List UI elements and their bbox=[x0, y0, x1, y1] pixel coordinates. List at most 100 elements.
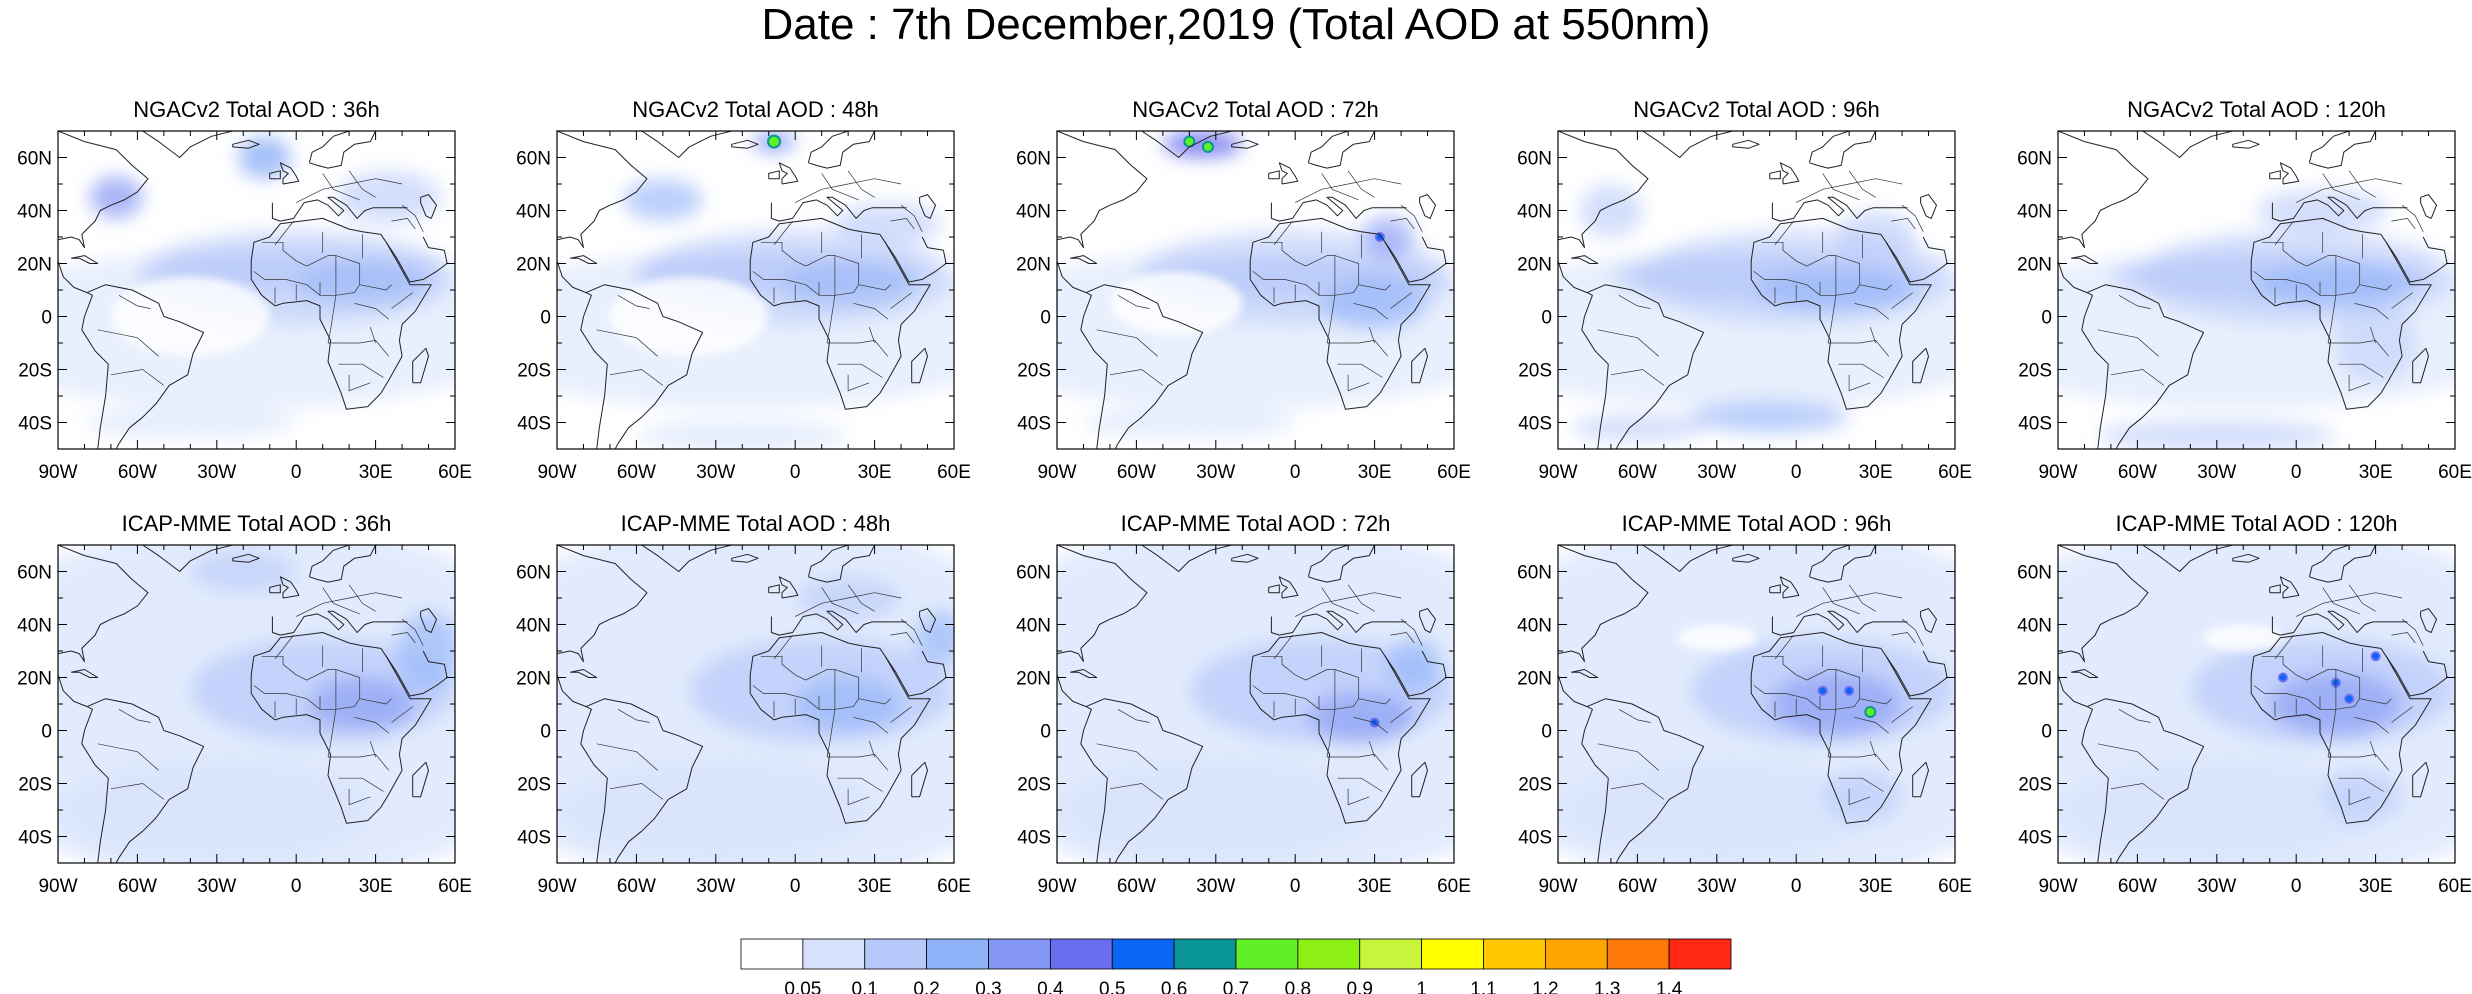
lat-tick-label: 60N bbox=[516, 563, 551, 584]
country-borders bbox=[1096, 584, 1423, 806]
map-panel: ICAP-MME Total AOD : 48h 90W 60W 30W 0 30E 60E… bbox=[516, 511, 971, 897]
country-borders bbox=[97, 170, 424, 392]
lon-tick-label: 0 bbox=[291, 876, 302, 897]
lon-tick-label: 90W bbox=[537, 462, 576, 483]
lat-tick-label: 60N bbox=[516, 149, 551, 170]
lon-tick-label: 30W bbox=[696, 876, 735, 897]
lon-tick-label: 60E bbox=[1437, 462, 1471, 483]
colorbar-swatch bbox=[864, 938, 928, 970]
panel-title: ICAP-MME Total AOD : 72h bbox=[1121, 511, 1391, 536]
aod-field bbox=[1057, 131, 1454, 449]
lat-tick-label: 20N bbox=[17, 669, 52, 690]
lon-tick-label: 0 bbox=[291, 462, 302, 483]
lat-tick-label: 20S bbox=[517, 775, 551, 796]
lon-tick-label: 30W bbox=[1196, 876, 1235, 897]
lon-tick-label: 0 bbox=[1290, 462, 1301, 483]
colorbar-swatch bbox=[1668, 938, 1732, 970]
lon-tick-label: 60W bbox=[2118, 462, 2157, 483]
colorbar-swatch bbox=[1606, 938, 1670, 970]
country-borders bbox=[596, 170, 923, 392]
aod-field bbox=[557, 545, 954, 863]
aod-field bbox=[1558, 545, 1955, 863]
colorbar-swatch bbox=[1421, 938, 1484, 970]
coastlines bbox=[557, 545, 947, 863]
lat-tick-label: 20S bbox=[1518, 361, 1552, 382]
axis-ticks bbox=[556, 130, 955, 450]
lon-tick-label: 0 bbox=[790, 462, 801, 483]
lon-tick-label: 30W bbox=[2197, 462, 2236, 483]
country-borders bbox=[1597, 584, 1924, 806]
coastlines bbox=[1558, 545, 1948, 863]
lat-tick-label: 20N bbox=[17, 255, 52, 276]
lon-tick-label: 60W bbox=[1117, 876, 1156, 897]
colorbar-label: 1.4 bbox=[1656, 979, 1683, 994]
colorbar-label: 0.05 bbox=[784, 979, 821, 994]
lat-tick-label: 20N bbox=[516, 669, 551, 690]
lon-tick-label: 0 bbox=[1791, 462, 1802, 483]
panel-title: NGACv2 Total AOD : 36h bbox=[133, 97, 380, 122]
map-panel: NGACv2 Total AOD : 72h 90W 60W 30W 0 30E 60E 60… bbox=[1016, 97, 1471, 483]
lon-tick-label: 0 bbox=[1290, 876, 1301, 897]
colorbar-swatch bbox=[740, 938, 804, 970]
lat-tick-label: 0 bbox=[1541, 722, 1552, 743]
lat-tick-label: 0 bbox=[41, 722, 52, 743]
lon-tick-label: 60W bbox=[118, 462, 157, 483]
lon-tick-label: 60E bbox=[438, 462, 472, 483]
country-borders bbox=[2097, 170, 2424, 392]
lat-tick-label: 0 bbox=[1040, 722, 1051, 743]
lat-tick-label: 60N bbox=[2017, 149, 2052, 170]
lat-tick-label: 40S bbox=[1017, 828, 1051, 849]
lat-tick-label: 20N bbox=[516, 255, 551, 276]
colorbar-swatch bbox=[1049, 938, 1113, 970]
lat-tick-label: 40N bbox=[2017, 616, 2052, 637]
lat-tick-label: 40N bbox=[1517, 616, 1552, 637]
lat-tick-label: 60N bbox=[17, 149, 52, 170]
aod-field bbox=[1558, 131, 1955, 449]
lon-tick-label: 0 bbox=[790, 876, 801, 897]
lat-tick-label: 0 bbox=[540, 308, 551, 329]
lon-tick-label: 0 bbox=[2291, 462, 2302, 483]
lon-tick-label: 60W bbox=[617, 462, 656, 483]
map-panel: NGACv2 Total AOD : 36h 90W 60W 30W 0 30E 60E 60… bbox=[17, 97, 472, 483]
coastlines bbox=[557, 131, 947, 449]
lat-tick-label: 40N bbox=[516, 202, 551, 223]
axis-ticks bbox=[1557, 130, 1956, 450]
lat-tick-label: 0 bbox=[1541, 308, 1552, 329]
colorbar-label: 1.2 bbox=[1532, 979, 1558, 994]
aod-field bbox=[1057, 545, 1454, 863]
lat-tick-label: 20N bbox=[1517, 669, 1552, 690]
lon-tick-label: 30W bbox=[197, 462, 236, 483]
lon-tick-label: 60E bbox=[1437, 876, 1471, 897]
coastlines bbox=[2058, 545, 2448, 863]
colorbar-label: 1.3 bbox=[1594, 979, 1620, 994]
panel-title: NGACv2 Total AOD : 96h bbox=[1633, 97, 1880, 122]
aod-field bbox=[2058, 131, 2455, 449]
lat-tick-label: 40S bbox=[517, 828, 551, 849]
lat-tick-label: 40S bbox=[517, 414, 551, 435]
lon-tick-label: 30E bbox=[858, 462, 892, 483]
axis-ticks bbox=[2057, 544, 2456, 864]
axis-ticks bbox=[1557, 544, 1956, 864]
lon-tick-label: 30W bbox=[696, 462, 735, 483]
lat-tick-label: 40S bbox=[2018, 828, 2052, 849]
lat-tick-label: 0 bbox=[41, 308, 52, 329]
lat-tick-label: 40S bbox=[1518, 414, 1552, 435]
lat-tick-label: 60N bbox=[1016, 149, 1051, 170]
panel-title: ICAP-MME Total AOD : 120h bbox=[2115, 511, 2397, 536]
lat-tick-label: 0 bbox=[2041, 308, 2052, 329]
map-panel: NGACv2 Total AOD : 96h 90W 60W 30W 0 30E 60E 60… bbox=[1517, 97, 1972, 483]
lon-tick-label: 60E bbox=[937, 876, 971, 897]
lon-tick-label: 30W bbox=[1697, 462, 1736, 483]
lon-tick-label: 30E bbox=[1358, 876, 1392, 897]
axis-ticks bbox=[57, 544, 456, 864]
panel-title: ICAP-MME Total AOD : 96h bbox=[1622, 511, 1892, 536]
colorbar-swatch bbox=[988, 938, 1051, 970]
lon-tick-label: 60E bbox=[1938, 876, 1972, 897]
lat-tick-label: 20N bbox=[2017, 669, 2052, 690]
lat-tick-label: 40S bbox=[18, 828, 52, 849]
colorbar-label: 1 bbox=[1416, 979, 1427, 994]
lon-tick-label: 30E bbox=[2359, 876, 2393, 897]
lon-tick-label: 90W bbox=[1037, 876, 1076, 897]
lat-tick-label: 40N bbox=[17, 202, 52, 223]
map-panel: ICAP-MME Total AOD : 72h 90W 60W 30W 0 30E 60E… bbox=[1016, 511, 1471, 897]
